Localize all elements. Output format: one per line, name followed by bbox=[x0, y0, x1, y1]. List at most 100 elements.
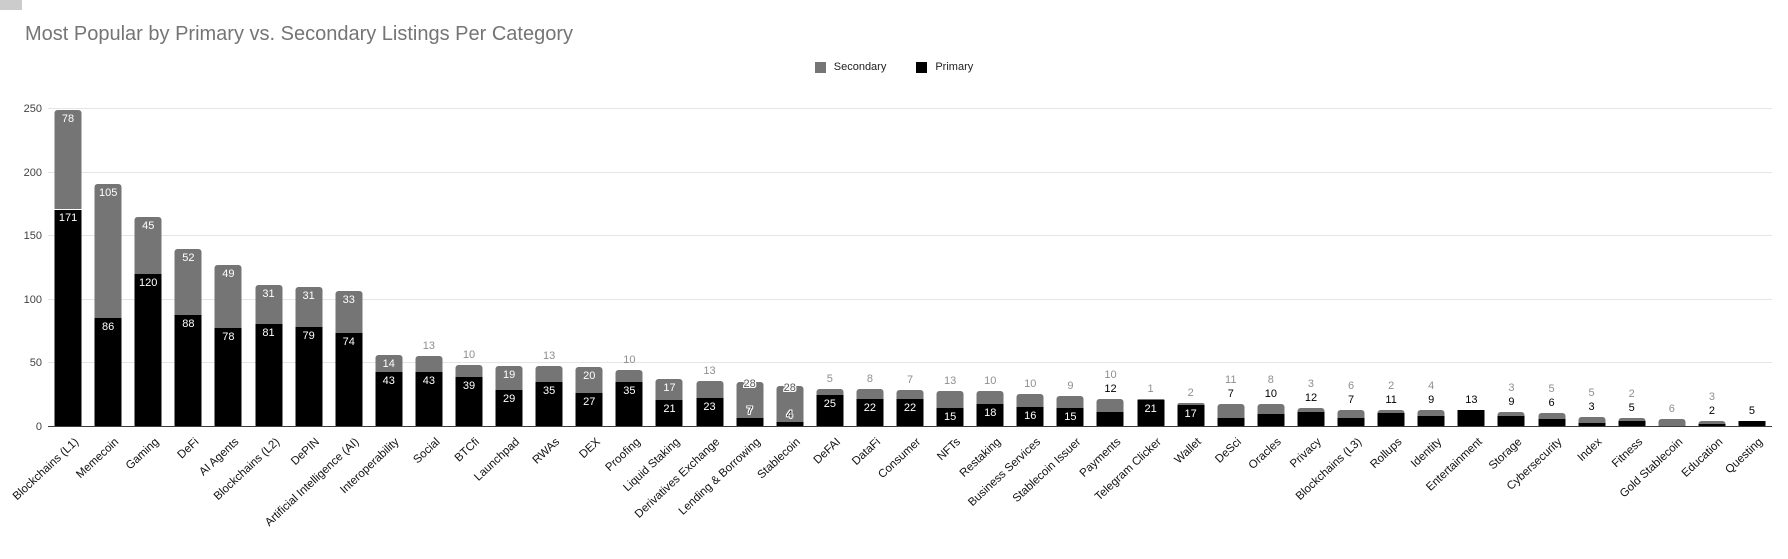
bar-segment-secondary[interactable] bbox=[776, 386, 804, 422]
legend-item-primary[interactable]: Primary bbox=[916, 61, 973, 73]
bar-segment-secondary[interactable] bbox=[736, 382, 764, 419]
bar-segment-primary[interactable] bbox=[1417, 415, 1445, 427]
bar-segment-secondary[interactable] bbox=[615, 369, 643, 383]
bar-segment-primary[interactable] bbox=[375, 372, 403, 427]
bar-segment-primary[interactable] bbox=[1538, 419, 1566, 427]
bar-segment-primary[interactable] bbox=[615, 382, 643, 427]
bar-segment-secondary[interactable] bbox=[1658, 419, 1686, 427]
bar-segment-primary[interactable] bbox=[1096, 411, 1124, 427]
bar-label-secondary: 2 bbox=[1187, 386, 1194, 399]
bar-segment-primary[interactable] bbox=[816, 395, 844, 427]
bar-segment-secondary[interactable] bbox=[696, 381, 724, 398]
bar-label-secondary: 13 bbox=[703, 365, 716, 378]
bar-segment-secondary[interactable] bbox=[1337, 410, 1365, 419]
bar-segment-primary[interactable] bbox=[936, 407, 964, 427]
bar-label-primary: 74 bbox=[342, 335, 355, 348]
bar-segment-primary[interactable] bbox=[174, 315, 202, 427]
bar-segment-primary[interactable] bbox=[1698, 424, 1726, 427]
bar-segment-secondary[interactable] bbox=[1377, 410, 1405, 413]
bar-segment-primary[interactable] bbox=[776, 421, 804, 427]
bar-segment-secondary[interactable] bbox=[174, 248, 202, 316]
bar-segment-primary[interactable] bbox=[1337, 418, 1365, 427]
bar: 171 78 bbox=[54, 110, 82, 427]
bar-segment-secondary[interactable] bbox=[1177, 402, 1205, 406]
bar-segment-secondary[interactable] bbox=[214, 265, 242, 328]
bar-segment-secondary[interactable] bbox=[535, 365, 563, 383]
bar-segment-primary[interactable] bbox=[856, 399, 884, 427]
bar-segment-primary[interactable] bbox=[94, 317, 122, 427]
bar-segment-secondary[interactable] bbox=[1698, 420, 1726, 425]
bar: 21 1 bbox=[1137, 383, 1165, 427]
bar-segment-primary[interactable] bbox=[1257, 414, 1285, 427]
bar-segment-secondary[interactable] bbox=[1538, 413, 1566, 420]
bar-segment-primary[interactable] bbox=[575, 392, 603, 427]
bar-segment-primary[interactable] bbox=[415, 372, 443, 427]
bar-segment-secondary[interactable] bbox=[1618, 418, 1646, 421]
bar-segment-secondary[interactable] bbox=[575, 367, 603, 393]
bar-segment-secondary[interactable] bbox=[255, 284, 283, 324]
bar-label-primary: 13 bbox=[1465, 394, 1478, 407]
bar-segment-secondary[interactable] bbox=[1056, 396, 1084, 408]
bar-segment-secondary[interactable] bbox=[1578, 416, 1606, 424]
bar-segment-primary[interactable] bbox=[1177, 405, 1205, 427]
bar-segment-secondary[interactable] bbox=[335, 290, 363, 333]
bar-segment-secondary[interactable] bbox=[936, 391, 964, 408]
bar: 120 45 bbox=[134, 217, 162, 427]
bar-label-primary: 11 bbox=[1385, 394, 1397, 407]
bar-segment-secondary[interactable] bbox=[856, 388, 884, 400]
bar-segment-primary[interactable] bbox=[1497, 415, 1525, 427]
bar-segment-secondary[interactable] bbox=[1497, 411, 1525, 416]
bar-segment-primary[interactable] bbox=[655, 400, 683, 427]
bar-segment-primary[interactable] bbox=[736, 418, 764, 427]
bar-segment-secondary[interactable] bbox=[1217, 404, 1245, 419]
bar-segment-primary[interactable] bbox=[455, 377, 483, 427]
bar-segment-primary[interactable] bbox=[495, 390, 523, 427]
bar-segment-secondary[interactable] bbox=[455, 364, 483, 378]
bar-segment-secondary[interactable] bbox=[495, 365, 523, 391]
bar-label-secondary: 13 bbox=[422, 339, 436, 352]
bar-segment-primary[interactable] bbox=[1056, 407, 1084, 427]
bar-segment-primary[interactable] bbox=[535, 382, 563, 427]
bar-segment-secondary[interactable] bbox=[1137, 399, 1165, 401]
bar-segment-secondary[interactable] bbox=[134, 217, 162, 275]
bar-segment-secondary[interactable] bbox=[976, 391, 1004, 405]
bar-segment-primary[interactable] bbox=[1137, 400, 1165, 427]
bar-segment-primary[interactable] bbox=[976, 404, 1004, 427]
bar-segment-primary[interactable] bbox=[54, 209, 82, 427]
bar-segment-primary[interactable] bbox=[255, 323, 283, 427]
bar-label-secondary: 33 bbox=[342, 293, 355, 306]
bar-segment-secondary[interactable] bbox=[1297, 407, 1325, 412]
bar-segment-secondary[interactable] bbox=[415, 355, 443, 373]
bar-segment-primary[interactable] bbox=[335, 332, 363, 427]
bar-segment-secondary[interactable] bbox=[1096, 399, 1124, 412]
bar-segment-primary[interactable] bbox=[1297, 411, 1325, 427]
bar-segment-secondary[interactable] bbox=[94, 184, 122, 318]
legend-item-secondary[interactable]: Secondary bbox=[814, 61, 886, 73]
bar-segment-primary[interactable] bbox=[1618, 420, 1646, 427]
bar-segment-secondary[interactable] bbox=[655, 378, 683, 401]
bar-segment-secondary[interactable] bbox=[816, 388, 844, 396]
bar-segment-primary[interactable] bbox=[1578, 423, 1606, 427]
bar-segment-secondary[interactable] bbox=[896, 390, 924, 400]
bar-segment-primary[interactable] bbox=[295, 326, 323, 427]
bar-segment-secondary[interactable] bbox=[1417, 410, 1445, 416]
chart-title: Most Popular by Primary vs. Secondary Li… bbox=[25, 23, 573, 45]
bar-segment-secondary[interactable] bbox=[375, 354, 403, 373]
bar-segment-primary[interactable] bbox=[1217, 418, 1245, 427]
bar-segment-secondary[interactable] bbox=[54, 110, 82, 210]
bar-label-secondary: 10 bbox=[623, 353, 636, 366]
bar-segment-primary[interactable] bbox=[1377, 413, 1405, 427]
bar-label-secondary: 13 bbox=[943, 375, 957, 388]
bar-segment-primary[interactable] bbox=[1738, 420, 1766, 427]
bar-segment-secondary[interactable] bbox=[1257, 404, 1285, 415]
bar-segment-primary[interactable] bbox=[214, 327, 242, 427]
bar-segment-primary[interactable] bbox=[1457, 410, 1485, 427]
bar-segment-secondary[interactable] bbox=[295, 287, 323, 327]
bar-segment-primary[interactable] bbox=[134, 274, 162, 427]
bar-segment-secondary[interactable] bbox=[1016, 393, 1044, 407]
bar-segment-primary[interactable] bbox=[896, 399, 924, 427]
bar-segment-primary[interactable] bbox=[696, 397, 724, 427]
bar-segment-primary[interactable] bbox=[1016, 406, 1044, 427]
x-axis-label: Lending & Borrowing bbox=[676, 436, 763, 518]
